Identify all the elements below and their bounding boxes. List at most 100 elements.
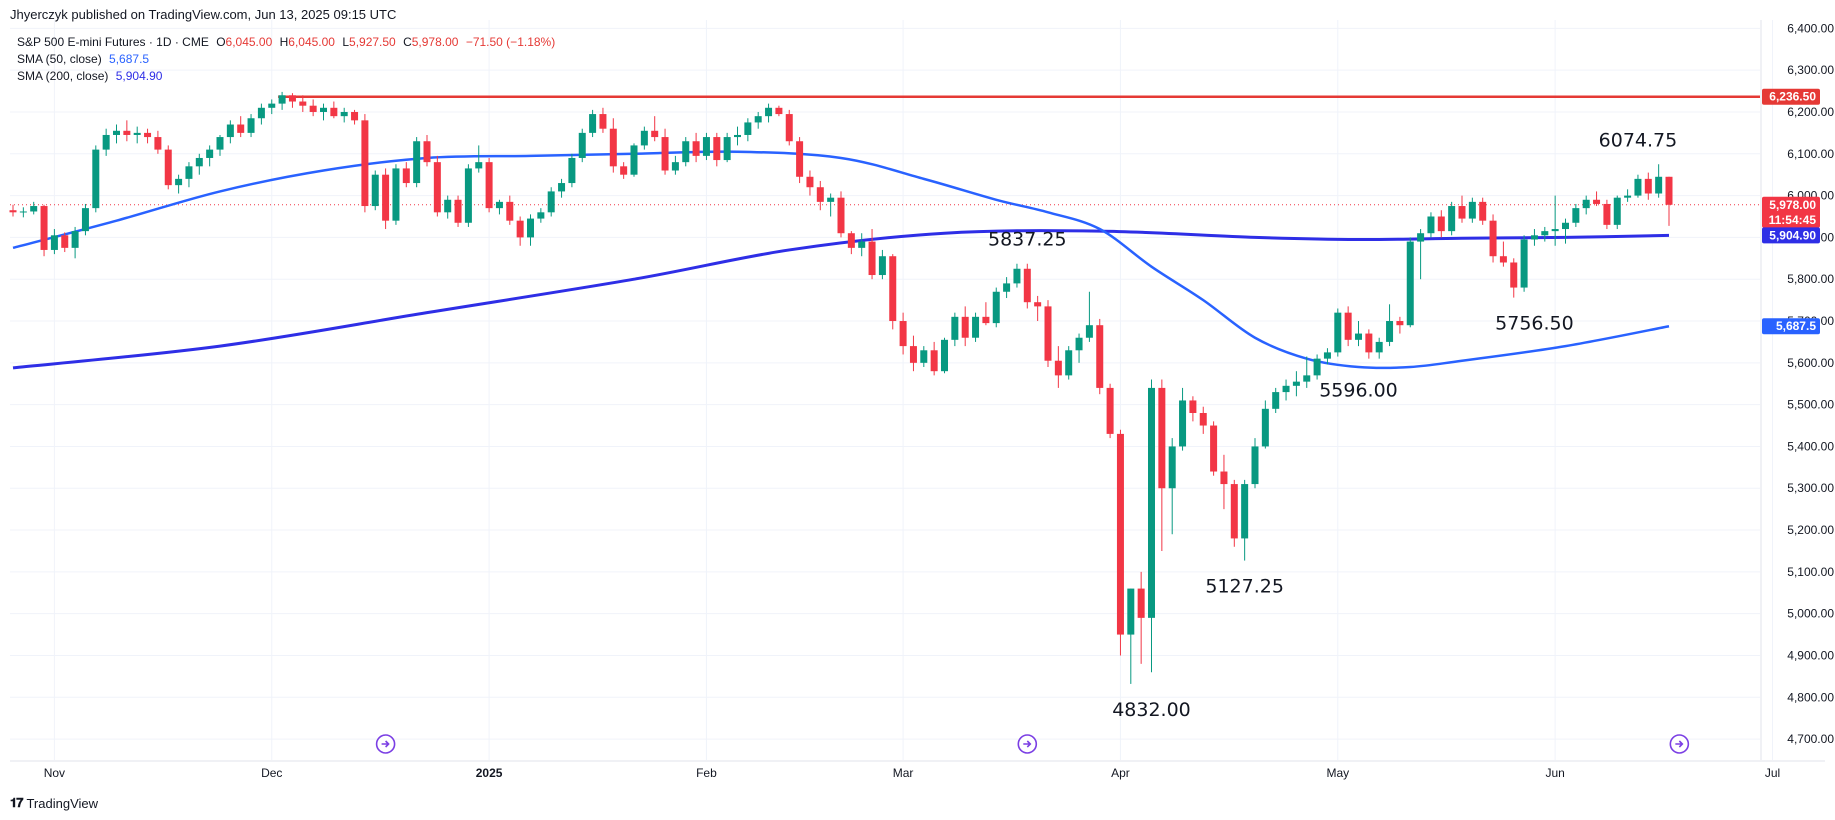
candle-body xyxy=(1406,241,1414,326)
candle xyxy=(827,193,835,217)
candle-body xyxy=(909,346,917,363)
candle xyxy=(1634,174,1642,198)
candle-body xyxy=(1179,400,1187,447)
y-tick-label: 6,400.00 xyxy=(1787,21,1834,35)
candle xyxy=(320,103,327,121)
candle xyxy=(1241,479,1249,561)
candle xyxy=(899,312,907,355)
x-tick-label: Dec xyxy=(261,766,282,780)
candle xyxy=(630,143,638,177)
candle xyxy=(1013,263,1021,288)
candle xyxy=(589,109,597,138)
candle-body xyxy=(775,107,783,115)
candle xyxy=(154,130,162,154)
candle-body xyxy=(278,95,286,104)
candle xyxy=(640,126,648,150)
candle xyxy=(537,208,545,223)
candle xyxy=(1551,195,1559,246)
candle xyxy=(1034,295,1042,322)
candle-body xyxy=(257,107,265,119)
candle-body xyxy=(423,141,431,163)
candle xyxy=(1510,258,1518,298)
candle-body xyxy=(1530,235,1538,240)
candle xyxy=(702,132,710,161)
candle-body xyxy=(702,137,710,156)
candle xyxy=(506,195,514,225)
low-label: L xyxy=(342,35,350,49)
candle xyxy=(1520,235,1528,292)
price-annotation: 5127.25 xyxy=(1205,575,1284,597)
candle-body xyxy=(30,206,38,212)
y-tick-label: 4,700.00 xyxy=(1787,732,1834,746)
candle-body xyxy=(1210,425,1218,472)
candle-body xyxy=(340,111,348,117)
candle-body xyxy=(1365,333,1373,353)
candle-body xyxy=(1396,321,1404,326)
candle-body xyxy=(1665,176,1673,205)
candle xyxy=(288,93,296,108)
price-annotation: 5596.00 xyxy=(1319,379,1398,401)
candle-body xyxy=(599,114,607,129)
candle-body xyxy=(1520,239,1528,288)
candle xyxy=(713,132,721,167)
candle-body xyxy=(1613,197,1621,225)
candle xyxy=(340,107,348,123)
candle-body xyxy=(92,149,100,209)
candle-body xyxy=(1168,446,1176,489)
candle-body xyxy=(71,231,79,248)
candle xyxy=(1479,197,1487,225)
candle-body xyxy=(268,103,276,108)
candle-body xyxy=(568,157,576,184)
candle xyxy=(982,302,990,326)
candle xyxy=(1313,354,1321,380)
candle-body xyxy=(671,162,679,171)
sma200-legend[interactable]: SMA (200, close) 5,904.90 xyxy=(17,69,162,83)
tradingview-logo[interactable]: 𝟏𝟕 TradingView xyxy=(10,795,98,811)
candle xyxy=(941,337,948,374)
candle-body xyxy=(878,256,886,276)
candle xyxy=(1023,263,1031,309)
candle xyxy=(1344,306,1352,347)
candle-body xyxy=(1582,199,1590,209)
candle xyxy=(268,99,276,115)
event-markers xyxy=(375,734,1690,754)
candle xyxy=(692,132,700,163)
candle-body xyxy=(1116,433,1124,635)
candle-body xyxy=(495,201,503,209)
y-tick-label: 4,800.00 xyxy=(1787,690,1834,704)
sma200-value: 5,904.90 xyxy=(115,69,163,83)
candle xyxy=(796,137,804,184)
candle xyxy=(1437,210,1445,238)
candle-body xyxy=(1054,360,1062,376)
current-price-badge-text: 5,978.00 xyxy=(1769,198,1816,212)
candle-body xyxy=(464,168,472,223)
candle xyxy=(195,153,203,175)
candle xyxy=(226,120,234,144)
candle-body xyxy=(868,241,876,276)
candle xyxy=(402,162,410,188)
candle-body xyxy=(1251,446,1259,485)
candle-body xyxy=(351,111,359,121)
candle-body xyxy=(1085,325,1093,338)
candle-body xyxy=(1634,178,1642,196)
candle-body xyxy=(1499,256,1507,263)
candle xyxy=(1230,479,1238,547)
candle-body xyxy=(1189,400,1197,413)
candle-body xyxy=(1572,208,1580,223)
candle-body xyxy=(330,107,338,117)
sma200-label: SMA (200, close) xyxy=(17,69,109,83)
sma50-legend[interactable]: SMA (50, close) 5,687.5 xyxy=(17,52,149,66)
sma-50-path xyxy=(12,150,1670,370)
candle xyxy=(558,178,566,198)
candle-body xyxy=(630,145,638,175)
candle xyxy=(1168,438,1176,535)
candle xyxy=(1375,337,1383,359)
x-tick-label: Feb xyxy=(696,766,717,780)
candle xyxy=(578,128,586,163)
x-tick-label: Jul xyxy=(1765,766,1780,780)
published-line: Jhyerczyk published on TradingView.com, … xyxy=(10,7,397,22)
candle-body xyxy=(50,235,58,250)
candle xyxy=(1458,195,1466,223)
price-annotation: 6074.75 xyxy=(1599,129,1678,151)
